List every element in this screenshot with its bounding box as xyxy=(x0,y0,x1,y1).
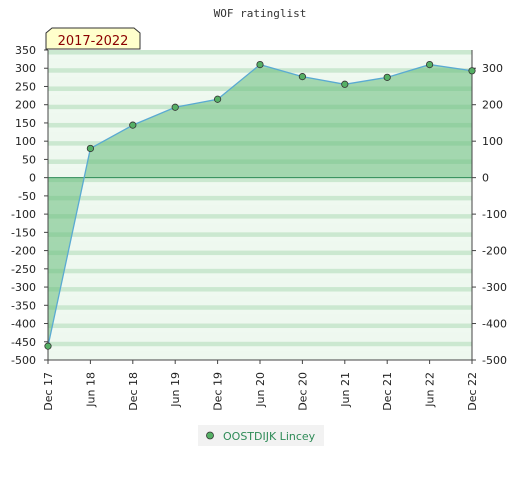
grid-band xyxy=(48,177,472,183)
y-tick-label-left: -200 xyxy=(11,245,36,258)
chart-title: WOF ratinglist xyxy=(214,7,307,20)
y-tick-label-left: 50 xyxy=(22,153,36,166)
data-point xyxy=(383,73,391,81)
y-tick-label-right: 200 xyxy=(482,99,503,112)
grid-band xyxy=(48,328,472,333)
x-tick-label: Dec 20 xyxy=(296,372,309,411)
x-tick-label: Jun 20 xyxy=(254,372,267,408)
period-badge-box xyxy=(45,27,141,50)
grid-band xyxy=(48,182,472,187)
period-badge-label: 2017-2022 xyxy=(58,34,129,49)
data-point xyxy=(425,60,434,69)
x-tick-label: Jun 19 xyxy=(169,372,182,408)
y-tick-label-left: -150 xyxy=(11,226,36,239)
data-point xyxy=(171,103,179,111)
x-tick-label: Dec 18 xyxy=(127,372,140,411)
grid-band xyxy=(48,218,472,224)
y-tick-label-right: 0 xyxy=(482,172,489,185)
y-tick-label-left: -450 xyxy=(11,336,36,349)
grid-band xyxy=(48,273,472,278)
x-tick-label: Dec 21 xyxy=(381,372,394,411)
y-tick-label-left: -250 xyxy=(11,263,36,276)
y-tick-label-left: -100 xyxy=(11,208,36,221)
y-tick-label-right: -200 xyxy=(482,245,507,258)
y-tick-label-left: 350 xyxy=(15,44,36,57)
area-fill xyxy=(48,64,472,347)
x-tick-label: Jun 21 xyxy=(339,372,352,408)
y-tick-label-left: 200 xyxy=(15,99,36,112)
legend-marker xyxy=(206,431,214,440)
y-tick-label-right: 300 xyxy=(482,62,503,75)
grid-band xyxy=(48,268,472,274)
x-tick-label: Jun 22 xyxy=(424,372,437,408)
data-point xyxy=(468,67,476,75)
x-tick-label: Dec 22 xyxy=(466,372,479,411)
x-tick-label: Dec 19 xyxy=(212,372,225,411)
x-tick-label: Jun 18 xyxy=(84,372,97,408)
legend: OOSTDIJK Lincey xyxy=(198,425,324,446)
grid-band xyxy=(48,250,472,256)
data-point xyxy=(129,121,137,129)
grid-band xyxy=(48,255,472,260)
y-tick-label-left: 100 xyxy=(15,135,36,148)
data-point xyxy=(298,73,306,81)
y-tick-label-right: 100 xyxy=(482,135,503,148)
grid-band xyxy=(48,291,472,297)
x-tick-label: Dec 17 xyxy=(42,372,55,411)
data-point xyxy=(256,60,264,69)
grid-band xyxy=(48,50,472,55)
y-tick-label-left: 150 xyxy=(15,117,36,130)
grid-band xyxy=(48,287,472,292)
data-point xyxy=(44,342,52,350)
legend-box xyxy=(198,425,324,446)
grid-band xyxy=(48,195,472,201)
y-tick-label-right: -500 xyxy=(482,354,507,367)
data-point xyxy=(341,80,349,88)
grid-band xyxy=(48,305,472,310)
data-points xyxy=(44,60,476,350)
y-tick-label-left: 250 xyxy=(15,80,36,93)
grid-band xyxy=(48,54,472,60)
y-tick-label-right: -400 xyxy=(482,318,507,331)
y-tick-label-left: -50 xyxy=(18,190,36,203)
y-tick-label-right: -300 xyxy=(482,281,507,294)
axes: 350 300 250 200 150 100 50 0 -50 -100 -150 -200 -250… xyxy=(11,44,507,411)
grid-band xyxy=(48,232,472,237)
grid-band xyxy=(48,309,472,315)
data-point xyxy=(214,95,222,103)
y-tick-label-left: -400 xyxy=(11,318,36,331)
grid-band xyxy=(48,214,472,219)
y-tick-label-left: 0 xyxy=(29,172,36,185)
grid-band xyxy=(48,346,472,351)
grid-band xyxy=(48,341,472,347)
y-tick-label-left: -350 xyxy=(11,299,36,312)
y-tick-label-left: 300 xyxy=(15,62,36,75)
y-tick-label-left: -300 xyxy=(11,281,36,294)
grid-band xyxy=(48,323,472,329)
grid-band xyxy=(48,200,472,205)
y-tick-label-right: -100 xyxy=(482,208,507,221)
data-point xyxy=(86,144,95,153)
grid-band xyxy=(48,236,472,242)
legend-label: OOSTDIJK Lincey xyxy=(223,430,316,443)
period-badge: 2017-2022 xyxy=(45,27,141,50)
y-tick-label-left: -500 xyxy=(11,354,36,367)
